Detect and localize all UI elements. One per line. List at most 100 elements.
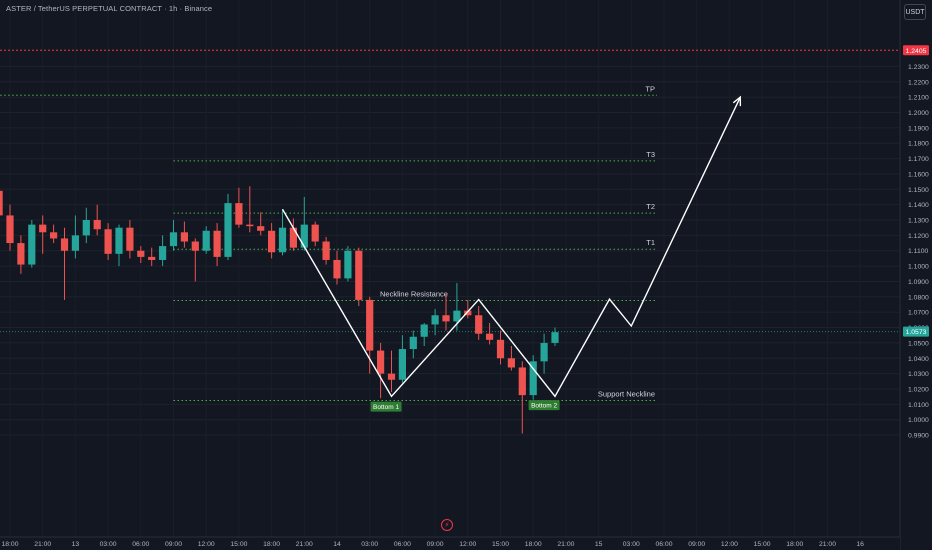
time-tick-label: 12:00 [198,541,215,548]
lightning-event-icon[interactable]: ⚡ [441,519,453,531]
candle-body[interactable] [50,232,58,239]
candle-body[interactable] [17,243,25,265]
candle-body[interactable] [213,230,221,257]
candle-body[interactable] [28,224,36,265]
pattern-label-box [370,401,402,412]
candle-body[interactable] [235,203,243,225]
candle-body[interactable] [148,256,156,260]
candle-body[interactable] [366,299,374,351]
candle-body[interactable] [518,367,526,396]
time-tick-label: 06:00 [394,541,411,548]
candle-body[interactable] [322,241,330,260]
candle-body[interactable] [39,224,47,233]
candle-body[interactable] [420,324,428,337]
candle-body[interactable] [71,235,79,251]
candle-body[interactable] [540,342,548,362]
time-tick-label: 18:00 [263,541,280,548]
time-tick-label: 15:00 [754,541,771,548]
price-tick-label: 1.0100 [908,402,929,409]
candle-body[interactable] [551,332,559,343]
candle-body[interactable] [431,315,439,325]
arrow-head [732,95,742,107]
time-tick-label: 15:00 [492,541,509,548]
price-axis[interactable]: 1.2300 1.2200 1.2100 1.2000 1.1900 1.1800 1.17… [899,0,932,550]
candle-body[interactable] [486,333,494,340]
candle-body[interactable] [333,259,341,279]
candle-body[interactable] [6,215,14,244]
candle-body[interactable] [0,190,3,216]
price-tick-label: 1.1400 [908,202,929,209]
price-tick-label: 1.0000 [908,417,929,424]
candle-body[interactable] [355,250,363,300]
candle-body[interactable] [104,229,112,254]
candle-body[interactable] [387,373,396,380]
candle-body[interactable] [377,350,385,374]
currency-button[interactable]: USDT [904,4,926,20]
level-label: T3 [646,150,655,159]
candle-body[interactable] [202,230,210,251]
time-tick-label: 13 [72,541,80,548]
candle-body[interactable] [224,203,232,257]
time-tick-label: 06:00 [655,541,672,548]
price-tick-label: 1.0700 [908,310,929,317]
price-tick-label: 1.0900 [908,279,929,286]
high-price-badge [903,45,929,56]
candle-body[interactable] [159,246,167,260]
time-tick-label: 06:00 [132,541,149,548]
candle-body[interactable] [300,224,308,248]
time-tick-label: 18:00 [1,541,18,548]
price-tick-label: 1.2000 [908,110,929,117]
candle-body[interactable] [289,227,297,248]
price-tick-label: 1.0300 [908,371,929,378]
candle-body[interactable] [257,226,265,231]
price-tick-label: 1.0200 [908,386,929,393]
price-tick-label: 1.1800 [908,141,929,148]
current-price-label: 1.0573 [906,329,927,336]
candle-body[interactable] [180,232,188,242]
time-tick-label: 12:00 [459,541,476,548]
candle-body[interactable] [191,241,199,251]
candle-body[interactable] [137,250,145,257]
time-tick-label: 18:00 [786,541,803,548]
pattern-label-box [528,400,560,411]
candle-body[interactable] [496,339,505,359]
pattern-label: Bottom 2 [531,403,557,410]
candle-body[interactable] [475,315,483,334]
time-axis[interactable]: 18:00 21:00 13 03:00 06:00 09:00 12:00 15:00 18:… [0,536,900,550]
time-tick-label: 21:00 [819,541,836,548]
candle-body[interactable] [60,238,69,251]
candle-body[interactable] [398,349,406,380]
candle-body[interactable] [507,358,515,368]
candle-body[interactable] [453,310,461,322]
price-tick-label: 1.0800 [908,294,929,301]
time-tick-label: 09:00 [427,541,444,548]
time-axis-bg [0,537,900,550]
level-label: Support Neckline [598,390,655,399]
price-tick-label: 1.1500 [908,187,929,194]
candle-body[interactable] [246,224,254,227]
candle-body[interactable] [115,227,123,254]
candle-body[interactable] [93,220,101,230]
candles[interactable] [0,172,559,434]
price-tick-label: 1.1600 [908,171,929,178]
price-tick-label: 0.9900 [908,433,929,440]
candle-body[interactable] [82,220,90,236]
candle-body[interactable] [169,232,178,247]
candle-body[interactable] [268,230,276,253]
grid [0,65,900,436]
price-tick-label: 1.1900 [908,125,929,132]
candle-body[interactable] [442,315,450,322]
candle-body[interactable] [126,227,134,251]
candle-body[interactable] [409,336,417,350]
level-label: Neckline Resistance [380,290,448,299]
candle-body[interactable] [464,310,472,316]
level-label: TP [645,84,655,93]
time-tick-label: 15:00 [230,541,247,548]
candle-body[interactable] [311,224,319,242]
candle-body[interactable] [529,361,537,396]
candle-body[interactable] [344,250,352,279]
candle-body[interactable] [278,227,287,253]
price-tick-label: 1.1100 [908,248,929,255]
